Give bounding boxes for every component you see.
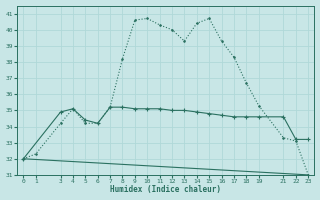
X-axis label: Humidex (Indice chaleur): Humidex (Indice chaleur) bbox=[110, 185, 221, 194]
